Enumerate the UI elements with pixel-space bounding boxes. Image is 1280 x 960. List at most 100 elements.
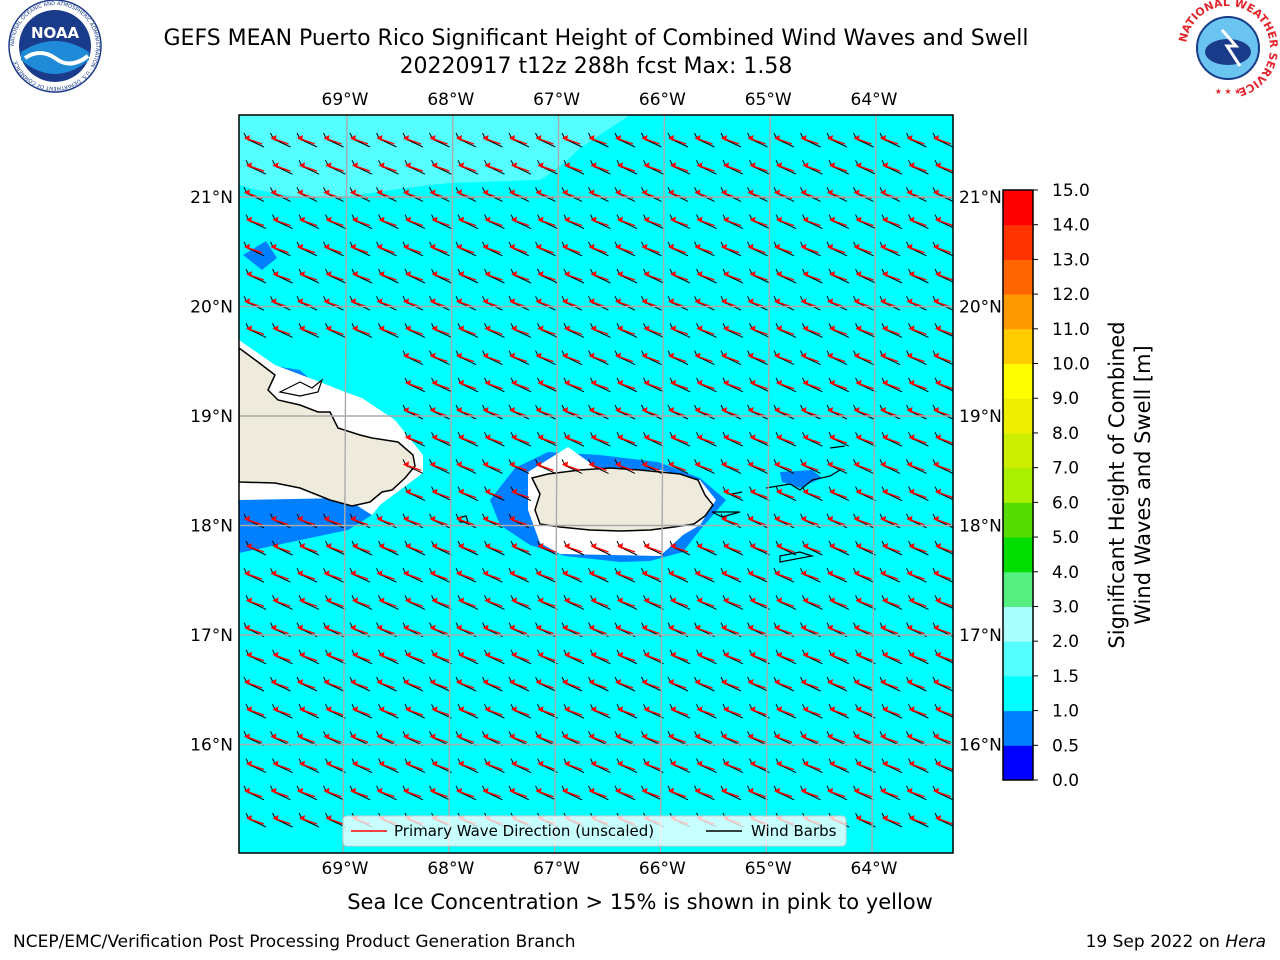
wave-arrow-head bbox=[776, 651, 782, 658]
wave-arrow-head bbox=[246, 271, 252, 277]
wave-arrow-head bbox=[405, 760, 411, 767]
wave-arrow-head bbox=[405, 379, 411, 386]
wave-arrow-head bbox=[482, 298, 489, 305]
wave-arrow-head bbox=[246, 760, 252, 767]
wave-arrow-head bbox=[562, 461, 568, 468]
colorbar-label: 15.0 bbox=[1052, 181, 1090, 201]
wave-arrow-head bbox=[774, 733, 780, 740]
wave-arrow-head bbox=[802, 760, 809, 767]
wave-arrow-head bbox=[802, 325, 809, 332]
wave-arrow-head bbox=[802, 488, 809, 495]
wave-arrow-head bbox=[696, 651, 703, 658]
wave-arrow-head bbox=[723, 325, 729, 332]
wave-arrow-head bbox=[829, 488, 835, 495]
wave-arrow-head bbox=[855, 271, 862, 277]
wave-arrow-head bbox=[855, 760, 862, 767]
wave-arrow-head bbox=[325, 543, 332, 549]
wave-arrow-head bbox=[484, 325, 491, 332]
wave-arrow-head bbox=[270, 733, 277, 740]
wave-arrow-head bbox=[511, 162, 517, 169]
wave-arrow-head bbox=[696, 543, 703, 549]
wave-arrow-head bbox=[484, 162, 491, 169]
colorbar-segment bbox=[1003, 571, 1033, 607]
wave-arrow-head bbox=[378, 706, 385, 713]
colorbar-label: 6.0 bbox=[1052, 493, 1079, 513]
wave-arrow-head bbox=[484, 434, 491, 441]
wave-arrow-head bbox=[694, 570, 701, 577]
land-puerto-rico bbox=[530, 467, 714, 532]
wave-arrow-head bbox=[749, 434, 756, 441]
wave-arrow-head bbox=[880, 135, 886, 141]
wave-arrow-head bbox=[511, 325, 517, 332]
wave-arrow-head bbox=[352, 543, 358, 549]
wave-arrow-head bbox=[456, 243, 462, 250]
wave-arrow-head bbox=[562, 243, 568, 250]
colorbar-title-line2: Wind Waves and Swell [m] bbox=[1131, 345, 1155, 625]
wave-arrow-head bbox=[855, 815, 862, 821]
wave-arrow-head bbox=[827, 189, 833, 196]
wave-arrow-head bbox=[590, 760, 597, 767]
wave-arrow-head bbox=[908, 488, 915, 495]
wave-arrow-head bbox=[800, 679, 807, 685]
wave-arrow-head bbox=[564, 325, 570, 332]
wave-arrow-head bbox=[802, 597, 809, 604]
wave-arrow-head bbox=[749, 760, 756, 767]
wave-arrow-head bbox=[456, 787, 462, 794]
wave-arrow-head bbox=[617, 434, 623, 441]
wave-arrow-head bbox=[299, 325, 305, 332]
wave-arrow-head bbox=[802, 706, 809, 713]
wave-arrow-head bbox=[378, 651, 385, 658]
wave-arrow-head bbox=[855, 379, 862, 386]
wave-arrow-head bbox=[429, 679, 436, 685]
wave-arrow-head bbox=[721, 515, 727, 522]
wave-arrow-head bbox=[615, 243, 621, 250]
wave-arrow-head bbox=[272, 271, 279, 277]
lon-label-top: 69°W bbox=[322, 90, 369, 110]
wave-arrow-head bbox=[749, 706, 756, 713]
wave-arrow-head bbox=[882, 271, 888, 277]
wave-arrow-head bbox=[244, 135, 250, 141]
wave-arrow-head bbox=[325, 271, 332, 277]
wave-arrow-head bbox=[458, 651, 464, 658]
wave-arrow-head bbox=[509, 135, 515, 141]
wave-arrow-head bbox=[376, 189, 383, 196]
wave-arrow-head bbox=[535, 461, 542, 468]
wave-arrow-head bbox=[643, 651, 650, 658]
wave-arrow-head bbox=[670, 706, 676, 713]
wave-arrow-head bbox=[590, 651, 597, 658]
wave-arrow-head bbox=[352, 216, 358, 223]
wave-arrow-head bbox=[376, 679, 383, 685]
wave-arrow-head bbox=[537, 379, 544, 386]
wave-arrow-head bbox=[509, 624, 515, 631]
wave-arrow-head bbox=[882, 488, 888, 495]
wave-arrow-head bbox=[853, 189, 860, 196]
wave-arrow-head bbox=[749, 271, 756, 277]
wave-arrow-head bbox=[378, 271, 385, 277]
wave-arrow-head bbox=[721, 679, 727, 685]
land-virgin-islands bbox=[731, 445, 846, 563]
wave-arrow-head bbox=[352, 162, 358, 169]
wave-arrow-head bbox=[431, 760, 438, 767]
wave-arrow-head bbox=[590, 434, 597, 441]
wave-arrow-head bbox=[670, 216, 676, 223]
wave-arrow-head bbox=[641, 243, 648, 250]
wave-arrow-head bbox=[617, 651, 623, 658]
wave-arrow-head bbox=[564, 651, 570, 658]
wave-arrow-head bbox=[588, 733, 595, 740]
wave-arrow-head bbox=[511, 597, 517, 604]
colorbar-label: 13.0 bbox=[1052, 250, 1090, 270]
colorbar-segment bbox=[1003, 190, 1033, 226]
wave-arrow-head bbox=[376, 570, 383, 577]
wave-arrow-head bbox=[588, 787, 595, 794]
wave-arrow-head bbox=[482, 515, 489, 522]
wave-arrow-head bbox=[694, 352, 701, 359]
wave-arrow-head bbox=[933, 407, 939, 413]
wave-arrow-head bbox=[747, 733, 754, 740]
footer-credit: NCEP/EMC/Verification Post Processing Pr… bbox=[13, 932, 576, 952]
wave-arrow-head bbox=[299, 815, 305, 821]
wave-arrow-head bbox=[588, 135, 595, 141]
wave-arrow-head bbox=[882, 815, 888, 821]
wave-arrow-head bbox=[880, 298, 886, 305]
footer-host: Hera bbox=[1225, 932, 1266, 952]
wave-arrow-head bbox=[270, 135, 277, 141]
